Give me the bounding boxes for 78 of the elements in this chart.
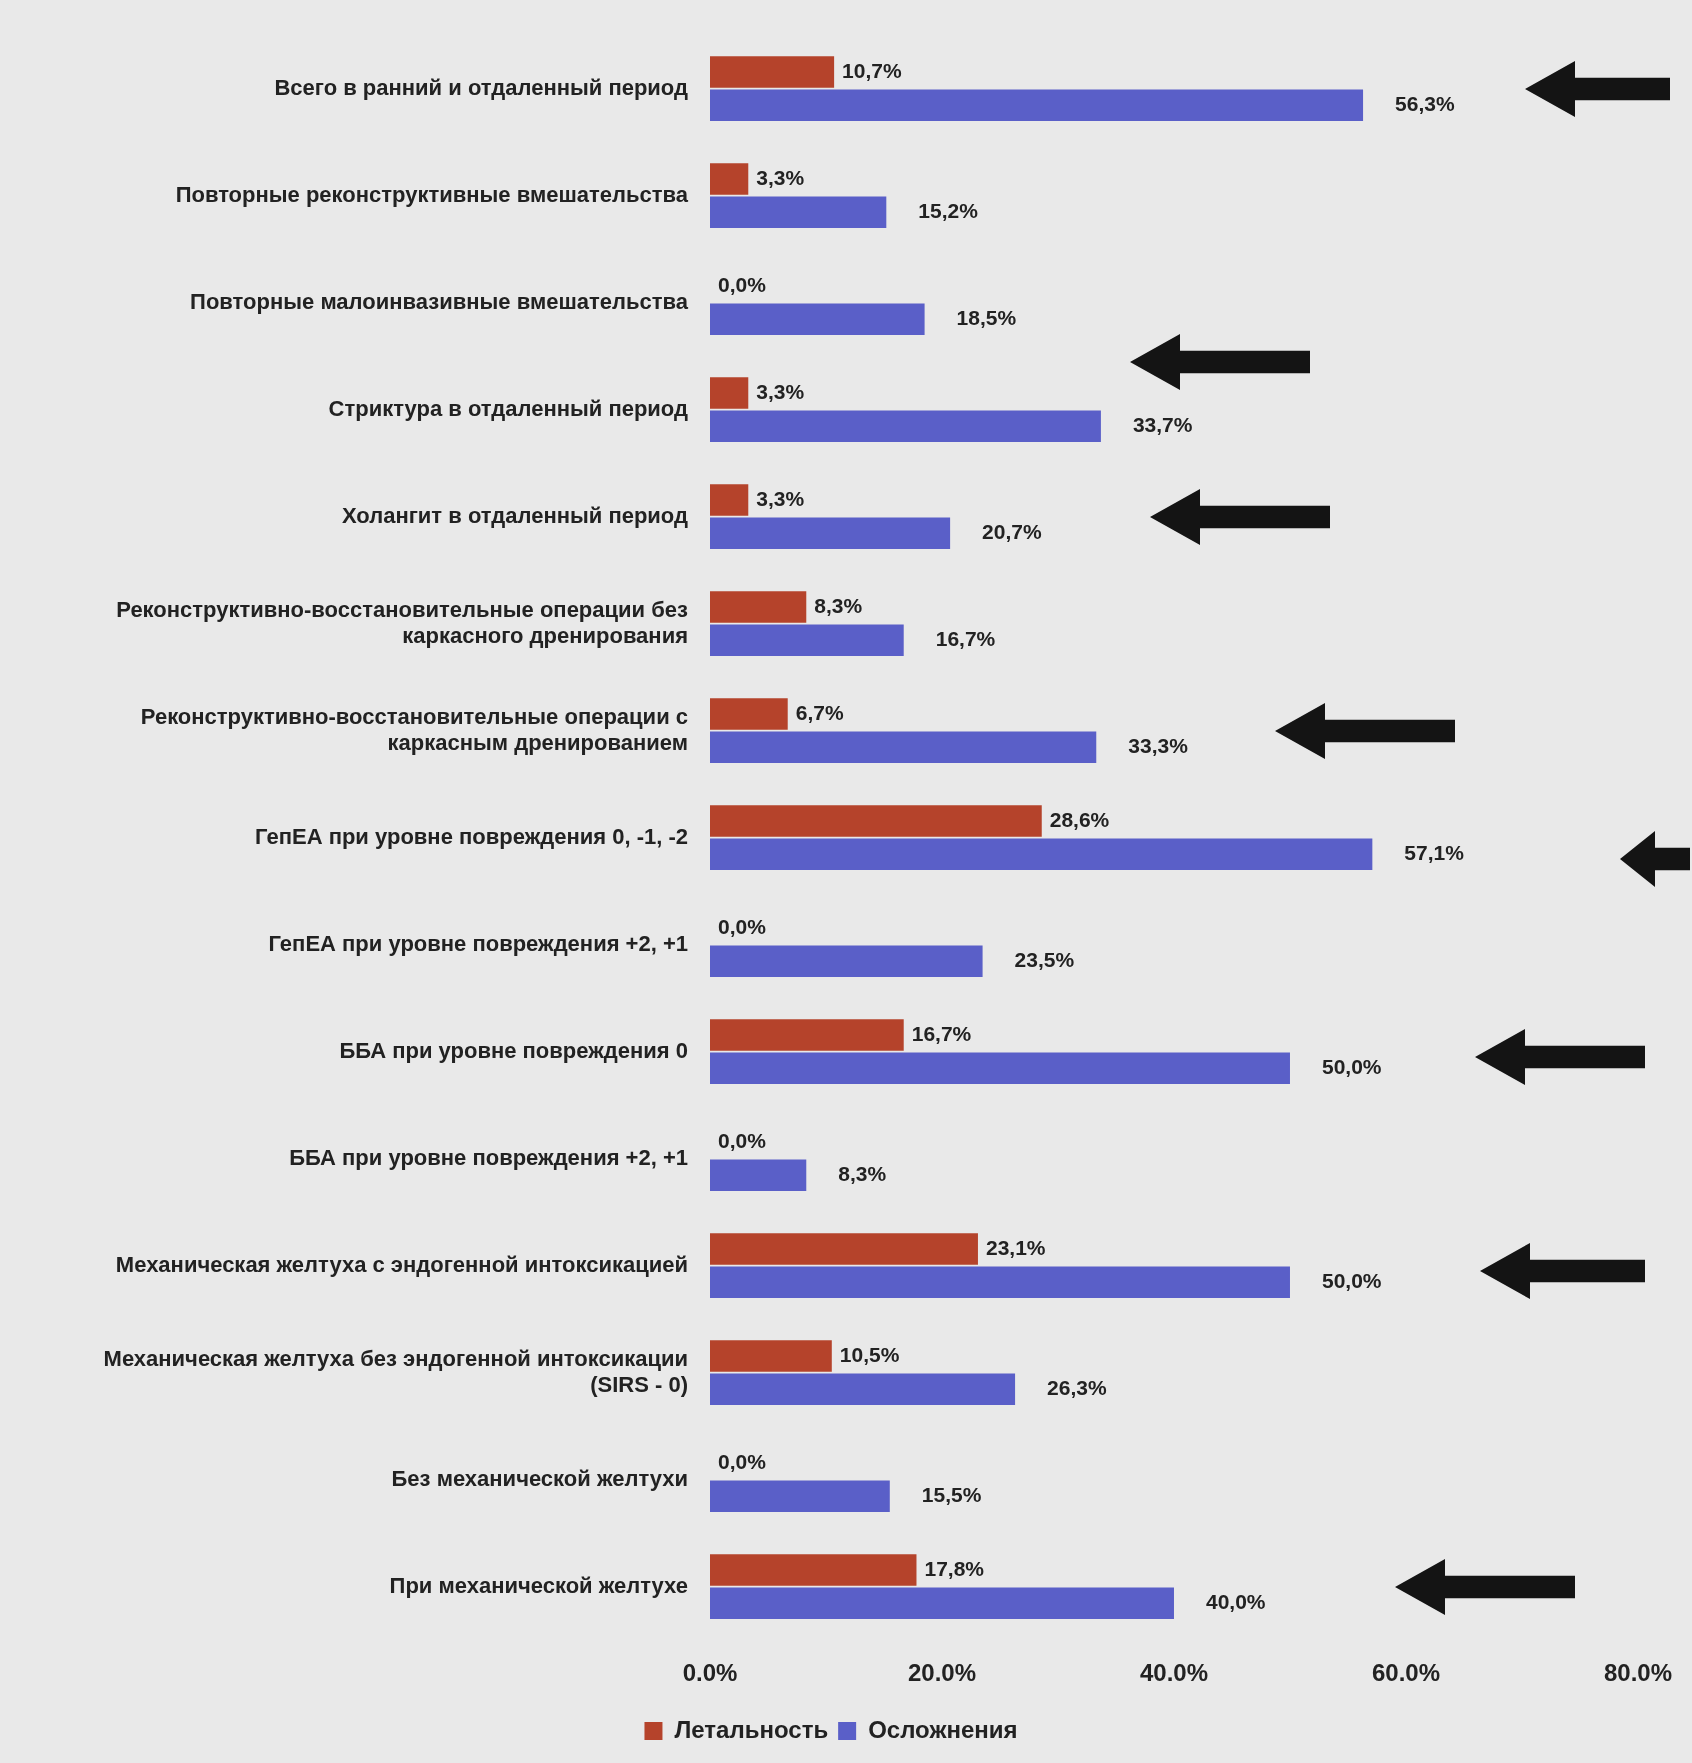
data-label: 10,7% [842, 58, 902, 82]
bar [710, 838, 1373, 871]
bar [710, 377, 749, 409]
data-label: 6,7% [795, 700, 844, 724]
bar [710, 89, 1364, 122]
data-label: 0,0% [718, 1128, 767, 1152]
y-tick-label: Без механической желтухи [391, 1465, 688, 1491]
data-label: 16,7% [911, 1021, 972, 1045]
data-label: 0,0% [718, 914, 767, 938]
bar [710, 1480, 890, 1513]
y-tick-label: Повторные реконструктивные вмешательства [175, 181, 689, 207]
x-tick-label: 60.0% [1371, 1659, 1441, 1687]
y-tick-label: Всего в ранний и отдаленный период [274, 74, 689, 100]
data-label: 20,7% [982, 520, 1042, 544]
bar [710, 1554, 917, 1586]
y-tick-label: Механическая желтуха без эндогенной интоксикации (SIRS - 0) [103, 1345, 688, 1397]
bar [710, 698, 788, 730]
data-label: 0,0% [718, 1449, 767, 1473]
bar [710, 1340, 832, 1372]
y-tick-label: ББА при уровне повреждения 0 [339, 1037, 688, 1063]
bar [710, 624, 904, 657]
bar [710, 591, 807, 623]
bar [710, 1233, 978, 1265]
data-label: 33,7% [1132, 413, 1193, 437]
x-tick-label: 20.0% [907, 1659, 977, 1687]
data-label: 50,0% [1321, 1055, 1382, 1079]
data-label: 3,3% [756, 165, 805, 189]
y-tick-label: Повторные малоинвазивные вмешательства [190, 288, 689, 314]
bar [710, 484, 749, 516]
bar [710, 945, 983, 978]
data-label: 8,3% [814, 593, 863, 617]
x-tick-label: 80.0% [1603, 1659, 1673, 1687]
bar [710, 1159, 807, 1192]
data-label: 28,6% [1049, 807, 1110, 831]
data-label: 18,5% [956, 306, 1017, 330]
bar [710, 731, 1097, 764]
y-tick-label: При механической желтухе [389, 1572, 688, 1598]
y-tick-label: ББА при уровне повреждения +2, +1 [289, 1144, 688, 1170]
y-tick-label: Реконструктивно-восстановительные операции без каркасного дренирования [116, 596, 689, 648]
bar [710, 410, 1101, 443]
x-tick-label: 0.0% [682, 1659, 738, 1687]
data-label: 23,1% [985, 1235, 1046, 1259]
y-tick-label: Стриктура в отдаленный период [328, 395, 689, 421]
data-label: 40,0% [1205, 1590, 1266, 1614]
y-tick-label: Механическая желтуха с эндогенной интоксикацией [115, 1251, 688, 1277]
data-label: 16,7% [935, 627, 996, 651]
data-label: 56,3% [1395, 92, 1455, 116]
data-label: 3,3% [756, 379, 805, 403]
bar [710, 517, 951, 550]
data-label: 33,3% [1128, 734, 1189, 758]
legend-label: Осложнения [868, 1715, 1018, 1743]
data-label: 23,5% [1014, 948, 1075, 972]
bar [710, 1052, 1290, 1085]
y-tick-label: ГепЕА при уровне повреждения 0, -1, -2 [255, 823, 688, 849]
data-label: 17,8% [924, 1556, 985, 1580]
data-label: 10,5% [839, 1342, 900, 1366]
bar [710, 196, 887, 229]
data-label: 0,0% [718, 272, 767, 296]
data-label: 26,3% [1047, 1376, 1107, 1400]
bar [710, 303, 925, 336]
bar [710, 56, 835, 88]
data-label: 15,2% [918, 199, 979, 223]
bar [710, 1587, 1174, 1620]
y-tick-label: Холангит в отдаленный период [341, 502, 689, 528]
data-label: 15,5% [921, 1483, 982, 1507]
data-label: 50,0% [1321, 1269, 1382, 1293]
x-tick-label: 40.0% [1139, 1659, 1209, 1687]
bar [710, 1019, 904, 1051]
y-tick-label: ГепЕА при уровне повреждения +2, +1 [268, 930, 688, 956]
data-label: 3,3% [756, 486, 805, 510]
bar [710, 163, 749, 195]
bar [710, 805, 1042, 837]
bar [710, 1373, 1016, 1406]
data-label: 8,3% [838, 1162, 887, 1186]
y-tick-label: Реконструктивно-восстановительные операции с каркасным дренированием [140, 703, 688, 755]
data-label: 57,1% [1404, 841, 1465, 865]
legend-label: Летальность [674, 1715, 829, 1743]
bar [710, 1266, 1290, 1299]
